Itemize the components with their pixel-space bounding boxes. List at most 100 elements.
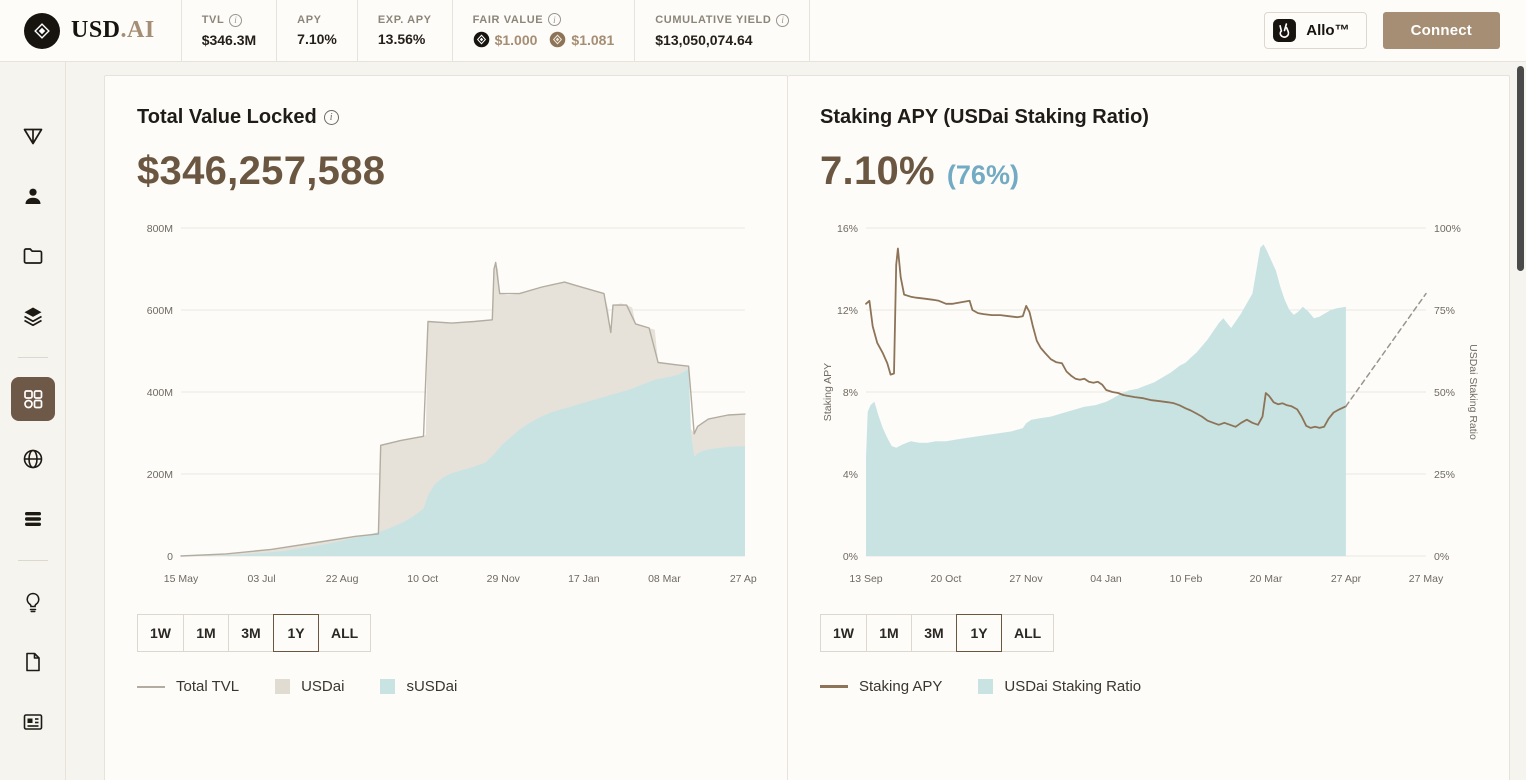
- main-content: Total Value Locked $346,257,588 0 200M 400…: [66, 62, 1526, 780]
- sidebar-divider: [17, 357, 48, 358]
- range-all-button[interactable]: ALL: [318, 614, 372, 652]
- apy-legend: Staking APY USDai Staking Ratio: [820, 678, 1477, 695]
- info-icon[interactable]: [776, 13, 790, 27]
- range-3m-button[interactable]: 3M: [911, 614, 957, 652]
- legend-susdai[interactable]: sUSDai: [380, 678, 457, 695]
- svg-text:16%: 16%: [837, 223, 858, 235]
- stat-cumulative-yield-value: $13,050,074.64: [655, 31, 753, 48]
- sidebar-item-profile[interactable]: [11, 174, 55, 218]
- svg-text:04 Jan: 04 Jan: [1090, 573, 1122, 585]
- tvl-card-title: Total Value Locked: [137, 106, 755, 129]
- svg-text:0%: 0%: [1434, 551, 1449, 563]
- svg-text:10 Feb: 10 Feb: [1170, 573, 1203, 585]
- info-icon[interactable]: [323, 110, 339, 125]
- sidebar-item-dashboard[interactable]: [10, 377, 55, 421]
- stat-exp-apy: EXP. APY 13.56%: [358, 0, 452, 61]
- svg-text:27 Apr: 27 Apr: [730, 573, 757, 585]
- sidebar-item-prism[interactable]: [11, 114, 55, 158]
- svg-text:13 Sep: 13 Sep: [849, 573, 882, 585]
- staking-apy-card-title: Staking APY (USDai Staking Ratio): [820, 106, 1149, 128]
- sidebar-item-layers[interactable]: [11, 294, 55, 338]
- stat-cumulative-yield: CUMULATIVE YIELD $13,050,074.64: [635, 0, 809, 61]
- top-header: USD.AI TVL $346.3M APY 7.10% EXP. APY 13…: [0, 0, 1526, 62]
- sidebar-item-globe[interactable]: [11, 437, 55, 481]
- legend-staking-ratio[interactable]: USDai Staking Ratio: [978, 678, 1141, 695]
- usdai-fair-value: $1.000: [473, 31, 537, 48]
- sidebar-item-folder[interactable]: [11, 234, 55, 278]
- dashboard-grid-icon: [23, 390, 42, 409]
- connect-button[interactable]: Connect: [1382, 12, 1500, 49]
- apy-range-selector: 1W 1M 3M 1Y ALL: [820, 614, 1055, 652]
- range-1y-button[interactable]: 1Y: [273, 614, 319, 652]
- svg-text:Staking APY: Staking APY: [822, 363, 834, 421]
- tvl-big-value: $346,257,588: [137, 149, 386, 193]
- sidebar: [0, 62, 66, 780]
- range-1m-button[interactable]: 1M: [866, 614, 912, 652]
- divider: [809, 0, 811, 61]
- scrollbar-thumb[interactable]: [1517, 66, 1524, 271]
- total-tvl-line-swatch: [137, 685, 165, 688]
- svg-text:10 Oct: 10 Oct: [407, 573, 438, 585]
- legend-total-tvl[interactable]: Total TVL: [137, 678, 239, 695]
- allo-label: Allo™: [1306, 22, 1350, 39]
- sidebar-item-lightbulb[interactable]: [11, 580, 55, 624]
- divider: [634, 0, 636, 61]
- svg-text:12%: 12%: [837, 305, 858, 317]
- sidebar-item-document[interactable]: [11, 640, 55, 684]
- logo[interactable]: USD.AI: [0, 0, 181, 61]
- info-icon[interactable]: [548, 13, 562, 26]
- svg-text:800M: 800M: [147, 223, 173, 235]
- folder-icon: [23, 248, 42, 264]
- apy-big-value: 7.10%: [820, 149, 935, 193]
- stat-fair-value-label: FAIR VALUE: [472, 13, 544, 26]
- stat-fair-value: FAIR VALUE $1.000 $1.081: [453, 0, 635, 61]
- svg-text:27 Nov: 27 Nov: [1009, 573, 1043, 585]
- svg-text:20 Mar: 20 Mar: [1250, 573, 1283, 585]
- divider: [276, 0, 278, 61]
- globe-icon: [23, 449, 42, 469]
- svg-text:200M: 200M: [147, 469, 173, 481]
- svg-text:0%: 0%: [843, 551, 858, 563]
- divider: [180, 0, 182, 61]
- svg-text:100%: 100%: [1434, 223, 1461, 235]
- prism-icon: [23, 128, 42, 145]
- range-1w-button[interactable]: 1W: [137, 614, 184, 652]
- lightbulb-icon: [25, 592, 40, 613]
- stat-exp-apy-label: EXP. APY: [377, 14, 432, 26]
- svg-text:50%: 50%: [1434, 387, 1455, 399]
- staking-apy-chart[interactable]: 0% 0% 4% 25% 8% 50% 12% 75% 16% 100% 13 Sep 20 Oct 2…: [820, 218, 1478, 590]
- document-icon: [25, 652, 40, 672]
- list-icon: [24, 512, 41, 526]
- svg-text:29 Nov: 29 Nov: [487, 573, 521, 585]
- profile-icon: [25, 188, 40, 204]
- susdai-fair-value: $1.081: [549, 31, 614, 48]
- staking-ratio-area-swatch: [978, 679, 994, 694]
- usdai-coin-icon: [473, 31, 489, 48]
- svg-text:0: 0: [167, 551, 173, 563]
- svg-text:75%: 75%: [1434, 305, 1455, 317]
- sidebar-item-list[interactable]: [11, 497, 55, 541]
- legend-usdai[interactable]: USDai: [275, 678, 344, 695]
- range-1y-button[interactable]: 1Y: [956, 614, 1002, 652]
- susdai-area-swatch: [380, 679, 396, 694]
- range-3m-button[interactable]: 3M: [228, 614, 274, 652]
- range-1m-button[interactable]: 1M: [183, 614, 229, 652]
- svg-text:27 Apr: 27 Apr: [1331, 573, 1362, 585]
- range-1w-button[interactable]: 1W: [820, 614, 867, 652]
- svg-text:08 Mar: 08 Mar: [648, 573, 681, 585]
- range-all-button[interactable]: ALL: [1001, 614, 1055, 652]
- stat-exp-apy-value: 13.56%: [377, 31, 426, 47]
- tvl-chart[interactable]: 0 200M 400M 600M 800M 15 May 03 Jul 22 Aug 10 Oc…: [137, 218, 757, 590]
- svg-text:25%: 25%: [1434, 469, 1455, 481]
- staking-ratio-value: (76%): [946, 160, 1019, 190]
- legend-staking-apy[interactable]: Staking APY: [820, 678, 942, 695]
- layers-icon: [23, 307, 42, 327]
- info-icon[interactable]: [229, 13, 243, 27]
- stat-tvl: TVL $346.3M: [182, 0, 276, 61]
- allo-button[interactable]: Allo™: [1264, 12, 1367, 49]
- sidebar-item-news[interactable]: [11, 700, 55, 744]
- stat-apy-label: APY: [297, 14, 322, 26]
- tvl-card: Total Value Locked $346,257,588 0 200M 400…: [104, 75, 788, 780]
- divider: [451, 0, 453, 61]
- svg-text:600M: 600M: [147, 305, 173, 317]
